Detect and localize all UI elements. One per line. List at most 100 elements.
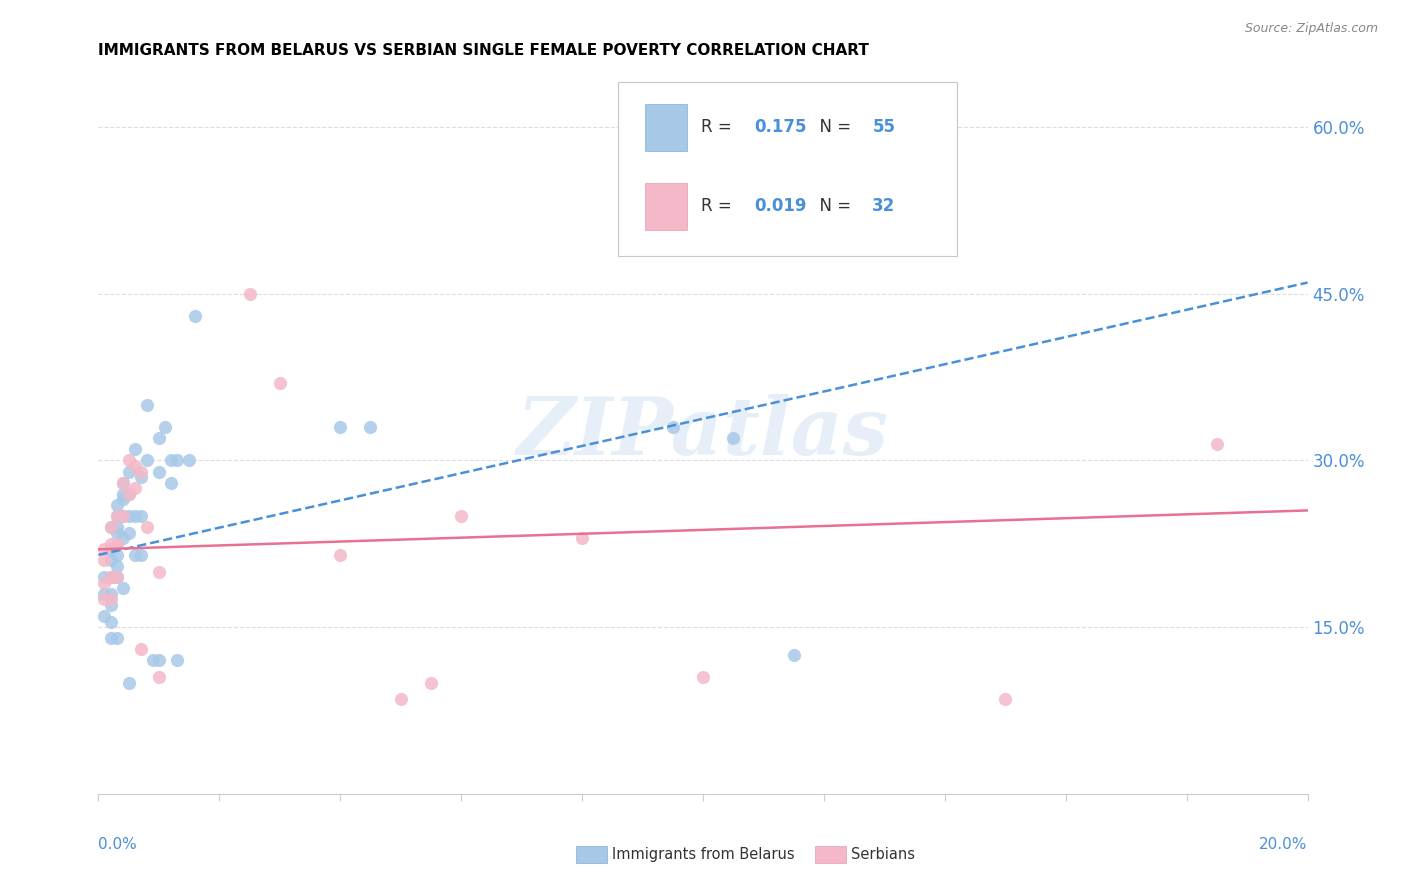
- Text: N =: N =: [810, 118, 856, 136]
- Point: [1206, 436, 1229, 450]
- Point: [239, 286, 262, 301]
- Point: [124, 548, 146, 562]
- Point: [142, 653, 165, 667]
- Point: [111, 508, 134, 523]
- Text: IMMIGRANTS FROM BELARUS VS SERBIAN SINGLE FEMALE POVERTY CORRELATION CHART: IMMIGRANTS FROM BELARUS VS SERBIAN SINGL…: [98, 43, 869, 58]
- Point: [692, 670, 714, 684]
- Point: [166, 653, 188, 667]
- Text: 0.0%: 0.0%: [98, 838, 138, 852]
- Point: [329, 548, 352, 562]
- Point: [105, 537, 128, 551]
- Point: [105, 508, 128, 523]
- FancyBboxPatch shape: [619, 82, 957, 256]
- Text: 0.019: 0.019: [754, 197, 806, 216]
- Point: [105, 525, 128, 540]
- Point: [105, 537, 128, 551]
- Point: [93, 592, 115, 607]
- Point: [118, 453, 141, 467]
- Point: [111, 492, 134, 507]
- Text: Serbians: Serbians: [851, 847, 915, 862]
- Point: [129, 642, 152, 657]
- Point: [153, 420, 176, 434]
- Point: [124, 442, 146, 457]
- Point: [93, 570, 115, 584]
- Text: 20.0%: 20.0%: [1260, 838, 1308, 852]
- Point: [105, 508, 128, 523]
- Point: [360, 420, 382, 434]
- Point: [129, 465, 152, 479]
- Point: [118, 508, 141, 523]
- Text: R =: R =: [700, 118, 737, 136]
- Text: Source: ZipAtlas.com: Source: ZipAtlas.com: [1244, 22, 1378, 36]
- Point: [148, 431, 170, 445]
- Point: [389, 692, 412, 706]
- Point: [100, 537, 122, 551]
- Point: [105, 498, 128, 512]
- Point: [100, 520, 122, 534]
- Point: [723, 431, 745, 445]
- Point: [100, 520, 122, 534]
- Point: [118, 487, 141, 501]
- Point: [571, 531, 593, 545]
- Text: N =: N =: [810, 197, 856, 216]
- Point: [100, 553, 122, 567]
- Point: [450, 508, 472, 523]
- Point: [100, 632, 122, 646]
- Point: [148, 565, 170, 579]
- Point: [135, 520, 157, 534]
- Point: [93, 609, 115, 624]
- Point: [105, 570, 128, 584]
- Text: Immigrants from Belarus: Immigrants from Belarus: [612, 847, 794, 862]
- Point: [111, 531, 134, 545]
- Point: [148, 653, 170, 667]
- Point: [184, 309, 207, 323]
- FancyBboxPatch shape: [645, 184, 688, 230]
- Point: [135, 398, 157, 412]
- Point: [118, 465, 141, 479]
- Point: [111, 475, 134, 490]
- Point: [160, 475, 183, 490]
- Point: [93, 587, 115, 601]
- Point: [166, 453, 188, 467]
- Point: [100, 542, 122, 557]
- Point: [269, 376, 291, 390]
- Point: [994, 692, 1017, 706]
- Point: [129, 470, 152, 484]
- Point: [105, 548, 128, 562]
- Point: [129, 508, 152, 523]
- Point: [124, 458, 146, 473]
- Point: [124, 508, 146, 523]
- Point: [111, 508, 134, 523]
- Point: [148, 465, 170, 479]
- Point: [111, 581, 134, 595]
- Point: [105, 559, 128, 574]
- Point: [100, 615, 122, 629]
- Point: [111, 475, 134, 490]
- Point: [179, 453, 201, 467]
- Point: [329, 420, 352, 434]
- Point: [105, 632, 128, 646]
- Point: [135, 453, 157, 467]
- Point: [100, 570, 122, 584]
- Point: [783, 648, 806, 662]
- Point: [93, 575, 115, 590]
- Point: [129, 548, 152, 562]
- Point: [100, 570, 122, 584]
- Point: [111, 487, 134, 501]
- Point: [661, 420, 683, 434]
- FancyBboxPatch shape: [645, 103, 688, 151]
- Point: [105, 570, 128, 584]
- Text: R =: R =: [700, 197, 737, 216]
- Point: [148, 670, 170, 684]
- Point: [93, 553, 115, 567]
- Point: [118, 487, 141, 501]
- Point: [100, 587, 122, 601]
- Point: [93, 542, 115, 557]
- Point: [124, 481, 146, 495]
- Text: 32: 32: [872, 197, 896, 216]
- Text: ZIPatlas: ZIPatlas: [517, 394, 889, 471]
- Point: [105, 520, 128, 534]
- Point: [100, 592, 122, 607]
- Text: 0.175: 0.175: [754, 118, 806, 136]
- Point: [100, 598, 122, 612]
